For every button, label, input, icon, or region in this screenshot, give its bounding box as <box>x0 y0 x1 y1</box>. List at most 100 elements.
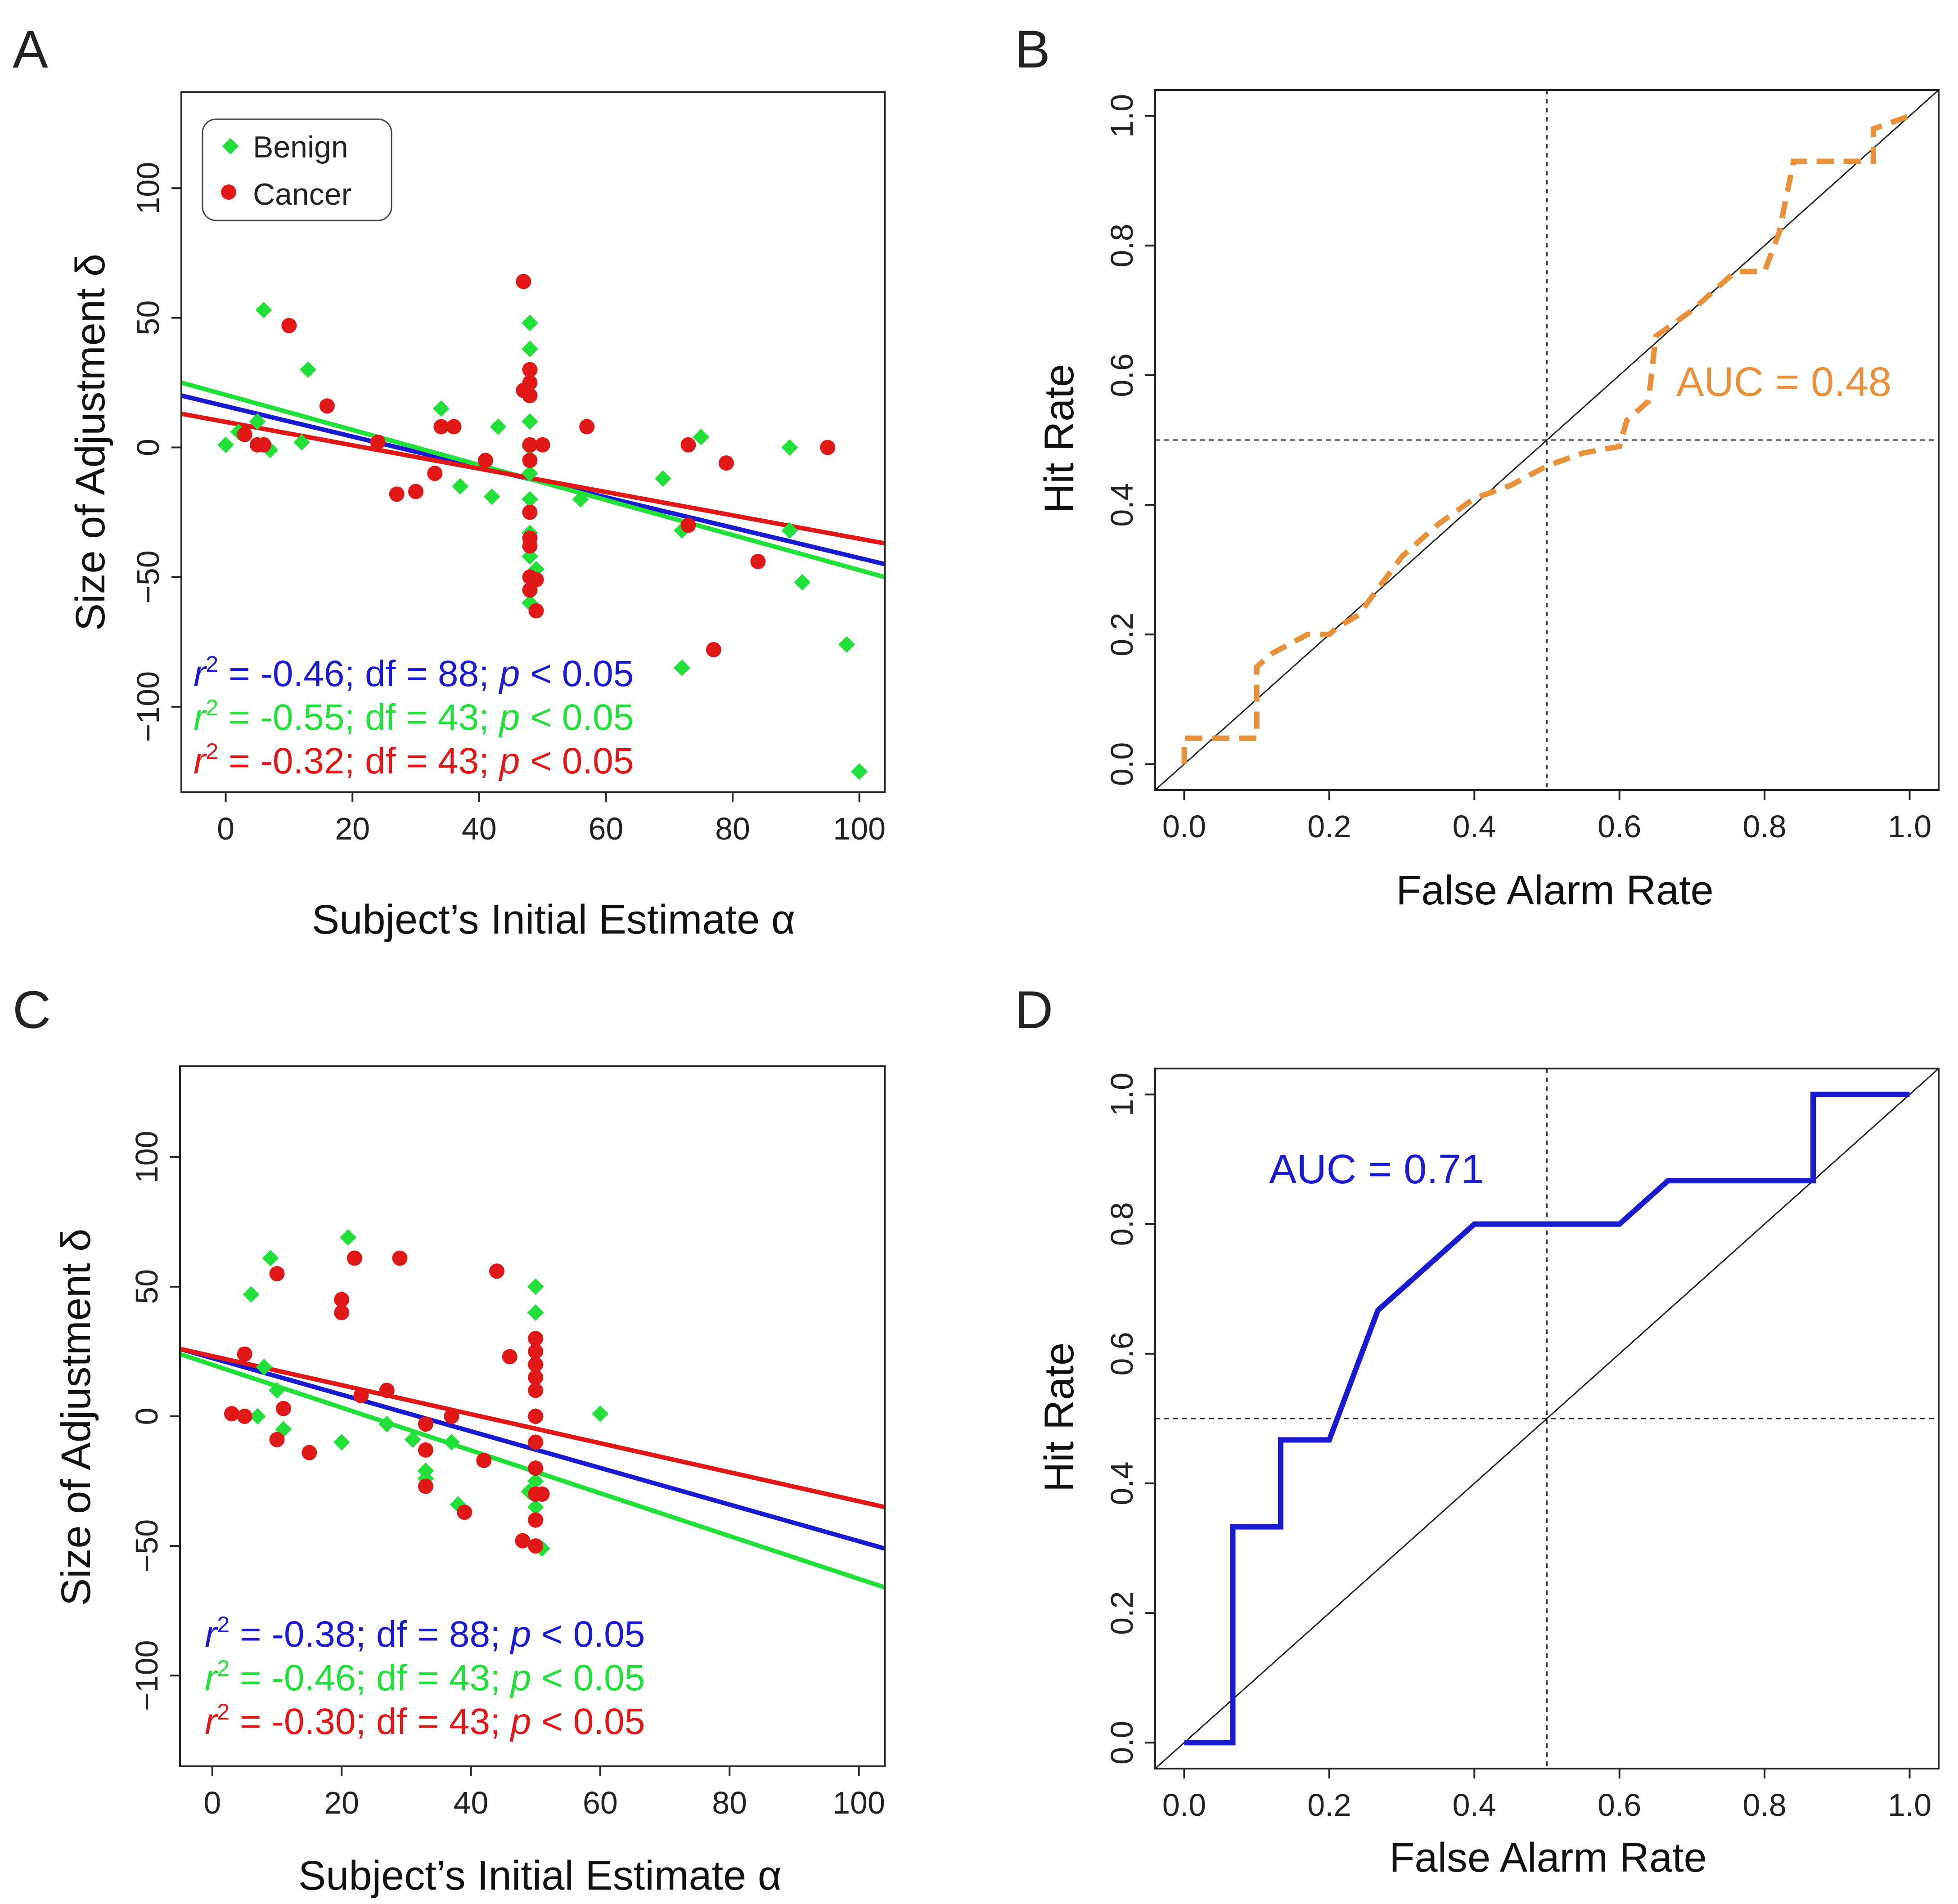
y-tick-label: −50 <box>129 1519 164 1573</box>
y-tick-label: 100 <box>131 162 166 215</box>
cancer-point <box>528 1460 544 1476</box>
benign-point <box>432 400 450 417</box>
cancer-point <box>680 517 696 533</box>
stat-line-benign: r2 = -0.46; df = 43; p < 0.05 <box>205 1656 645 1698</box>
cancer-point <box>528 603 544 619</box>
stat-line-cancer: r2 = -0.32; df = 43; p < 0.05 <box>194 739 634 781</box>
benign-point <box>452 478 468 495</box>
legend-benign-label: Benign <box>253 130 348 164</box>
x-tick-label: 20 <box>335 811 370 846</box>
y-tick-label: 0 <box>129 1408 164 1425</box>
plot-frame <box>1154 1068 1940 1769</box>
benign-point <box>794 574 811 591</box>
x-tick-label: 0.4 <box>1453 1787 1496 1823</box>
x-tick-label: 0.0 <box>1162 809 1206 844</box>
panel-b-roc: 0.0 0.2 0.4 0.6 0.8 1.0 0.0 0.2 0.4 0.6 0.8 1.0 Fal… <box>1036 89 1940 913</box>
benign-point <box>592 1405 609 1422</box>
plot-frame <box>180 91 886 793</box>
cancer-point <box>427 466 443 481</box>
x-tick-label: 20 <box>324 1785 359 1820</box>
panel-c-scatter: 0 20 40 60 80 100 −100 −50 0 50 100 Subject’s Init… <box>53 1065 886 1899</box>
x-tick-label: 1.0 <box>1888 1787 1931 1823</box>
y-tick-label: 0.8 <box>1104 1202 1139 1246</box>
cancer-point <box>476 1452 492 1468</box>
cancer-point <box>392 1250 408 1266</box>
cancer-point <box>302 1445 317 1460</box>
regression-line-cancer <box>179 1347 886 1509</box>
x-tick-label: 60 <box>588 811 623 846</box>
cancer-point <box>522 453 538 468</box>
cancer-point <box>579 419 595 435</box>
benign-point <box>269 1382 285 1399</box>
panel-label-d: D <box>1015 980 1053 1040</box>
benign-point <box>674 659 690 676</box>
y-axis-label: Hit Rate <box>1036 1343 1082 1492</box>
x-tick-label: 0.8 <box>1742 1787 1786 1823</box>
cancer-point <box>269 1432 285 1447</box>
benign-point <box>483 488 500 505</box>
cancer-point <box>334 1305 350 1320</box>
x-tick-label: 80 <box>715 811 750 846</box>
cancer-point <box>534 1486 550 1502</box>
cancer-point <box>706 642 721 658</box>
benign-point <box>249 413 266 430</box>
benign-point <box>522 465 538 482</box>
benign-point <box>693 429 710 445</box>
benign-point <box>443 1434 460 1451</box>
cancer-point <box>516 274 531 289</box>
auc-annotation: AUC = 0.48 <box>1676 359 1891 405</box>
benign-point <box>838 636 855 653</box>
benign-point <box>249 1408 266 1425</box>
benign-point <box>490 418 507 435</box>
panel-label-c: C <box>13 980 51 1040</box>
benign-point <box>527 1473 544 1490</box>
stat-line-all: r2 = -0.46; df = 88; p < 0.05 <box>194 651 634 694</box>
y-axis-label: Size of Adjustment δ <box>53 1229 99 1606</box>
legend-cancer-marker <box>221 184 236 200</box>
legend-benign-marker <box>222 138 239 155</box>
benign-point <box>300 361 317 378</box>
cancer-point <box>370 435 386 450</box>
x-tick-label: 100 <box>833 811 886 846</box>
benign-point <box>654 470 671 487</box>
cancer-point <box>528 1356 544 1372</box>
cancer-point <box>389 486 405 502</box>
benign-point <box>262 1250 279 1266</box>
cancer-point <box>446 419 462 435</box>
x-tick-label: 0.0 <box>1162 1787 1206 1823</box>
y-tick-label: 0.6 <box>1104 1332 1139 1375</box>
cancer-point <box>718 455 734 471</box>
cancer-point <box>528 1331 544 1347</box>
benign-point <box>781 522 798 539</box>
cancer-point <box>528 1383 544 1398</box>
cancer-point <box>433 419 449 435</box>
benign-point <box>333 1434 350 1451</box>
cancer-point <box>528 1343 544 1359</box>
cancer-point <box>353 1388 369 1403</box>
x-tick-label: 0 <box>217 811 234 846</box>
benign-point <box>851 763 868 780</box>
x-axis-label: False Alarm Rate <box>1396 867 1714 913</box>
cancer-point <box>528 1538 544 1554</box>
cancer-point <box>269 1266 285 1282</box>
benign-point <box>293 434 310 451</box>
y-tick-label: 0.2 <box>1104 613 1139 656</box>
y-tick-label: 0.0 <box>1104 742 1139 786</box>
benign-point <box>527 1499 544 1516</box>
cancer-point <box>418 1416 433 1432</box>
benign-point <box>340 1229 356 1246</box>
stat-line-cancer: r2 = -0.30; df = 43; p < 0.05 <box>205 1699 645 1742</box>
chance-diagonal-line <box>1155 1068 1939 1769</box>
y-tick-label: 0.4 <box>1104 1461 1139 1505</box>
cancer-point <box>535 437 550 453</box>
benign-point <box>256 1359 273 1375</box>
panel-label-b: B <box>1015 20 1050 79</box>
legend-cancer-label: Cancer <box>253 177 351 211</box>
y-tick-label: 0 <box>131 439 166 456</box>
cancer-point <box>408 484 423 499</box>
cancer-point <box>444 1409 459 1424</box>
benign-point <box>527 1278 544 1295</box>
cancer-point <box>275 1401 291 1416</box>
cancer-point <box>477 453 493 468</box>
